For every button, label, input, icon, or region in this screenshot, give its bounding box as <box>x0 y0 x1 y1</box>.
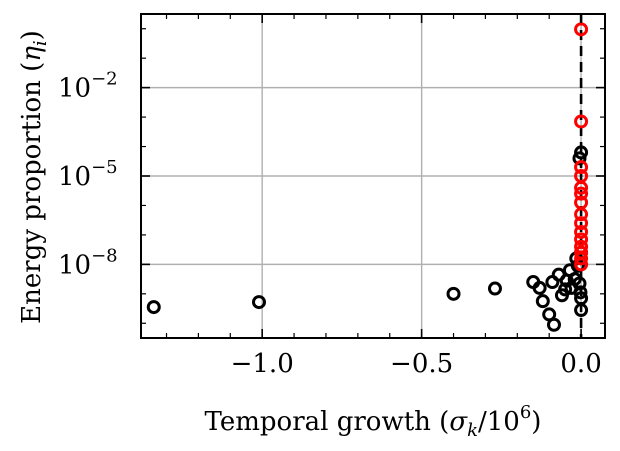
y-tick-label: 10−8 <box>58 245 118 280</box>
y-tick-labels: 10−2 10−5 10−8 <box>58 69 118 281</box>
data-point <box>574 207 589 222</box>
data-point <box>573 285 588 300</box>
data-point <box>574 224 589 239</box>
x-tick-label: −0.5 <box>390 349 453 379</box>
data-point <box>546 317 561 332</box>
data-point <box>574 160 589 175</box>
x-tick-labels: −1.0 −0.5 0.0 <box>231 349 602 379</box>
data-point <box>574 186 589 201</box>
data-point <box>574 114 589 129</box>
axis-ticks <box>141 14 605 338</box>
data-point <box>574 22 589 37</box>
data-point <box>574 232 589 247</box>
data-point <box>532 280 547 295</box>
data-point <box>487 281 502 296</box>
data-point <box>574 251 589 266</box>
y-axis-label: Energy proportion (ηi) <box>17 30 51 324</box>
data-points <box>146 22 589 332</box>
data-point <box>574 257 589 272</box>
data-point <box>572 276 587 291</box>
data-point <box>574 303 589 318</box>
data-point <box>574 145 589 160</box>
data-point <box>572 151 587 166</box>
data-point <box>146 300 161 315</box>
data-point <box>574 216 589 231</box>
data-point <box>558 282 573 297</box>
y-tick-label: 10−2 <box>58 69 118 104</box>
data-point <box>446 286 461 301</box>
x-axis-label: Temporal growth (σk/106) <box>205 402 542 441</box>
data-point <box>251 295 266 310</box>
data-point <box>535 294 550 309</box>
x-tick-label: 0.0 <box>560 349 601 379</box>
y-tick-label: 10−5 <box>58 157 118 192</box>
x-tick-label: −1.0 <box>231 349 294 379</box>
data-point <box>574 180 589 195</box>
